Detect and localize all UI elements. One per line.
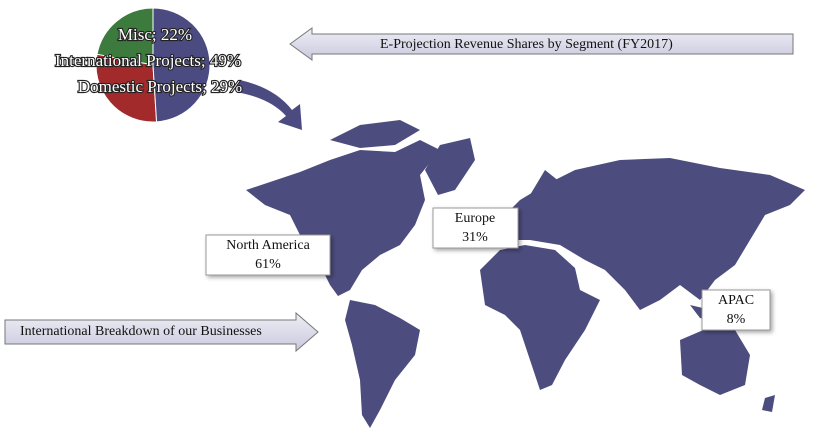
banner-text: International Breakdown of our Businesse…: [20, 324, 262, 339]
slice-label: Misc; 22%: [118, 25, 192, 44]
region-share: 61%: [255, 257, 281, 272]
region-label: Europe 31%: [432, 207, 519, 249]
top-banner: E-Projection Revenue Shares by Segment (…: [289, 27, 794, 61]
banner-text: E-Projection Revenue Shares by Segment (…: [380, 37, 673, 52]
banner-arrow: [289, 27, 794, 61]
slice-label: Domestic Projects; 29%: [78, 77, 242, 96]
region-name: Europe: [455, 211, 495, 226]
region-share: 8%: [727, 312, 746, 327]
region-share: 31%: [462, 230, 488, 245]
curved-arrow: [236, 80, 302, 130]
world-map: [246, 120, 805, 428]
slice-label: International Projects; 49%: [55, 51, 241, 70]
pie-slice: [152, 7, 211, 123]
pie-slice: [96, 7, 154, 66]
banner-arrow: [4, 311, 319, 353]
pie-slice: [95, 53, 158, 123]
label-box: [701, 289, 771, 331]
region-name: North America: [226, 238, 310, 253]
pie-chart: Misc; 22% International Projects; 49% Dome…: [54, 7, 243, 123]
label-box: [432, 207, 519, 249]
label-box: [205, 234, 331, 276]
region-label: APAC 8%: [701, 289, 771, 331]
bottom-banner: International Breakdown of our Businesse…: [4, 311, 319, 353]
region-name: APAC: [718, 293, 754, 308]
region-label: North America 61%: [205, 234, 331, 276]
